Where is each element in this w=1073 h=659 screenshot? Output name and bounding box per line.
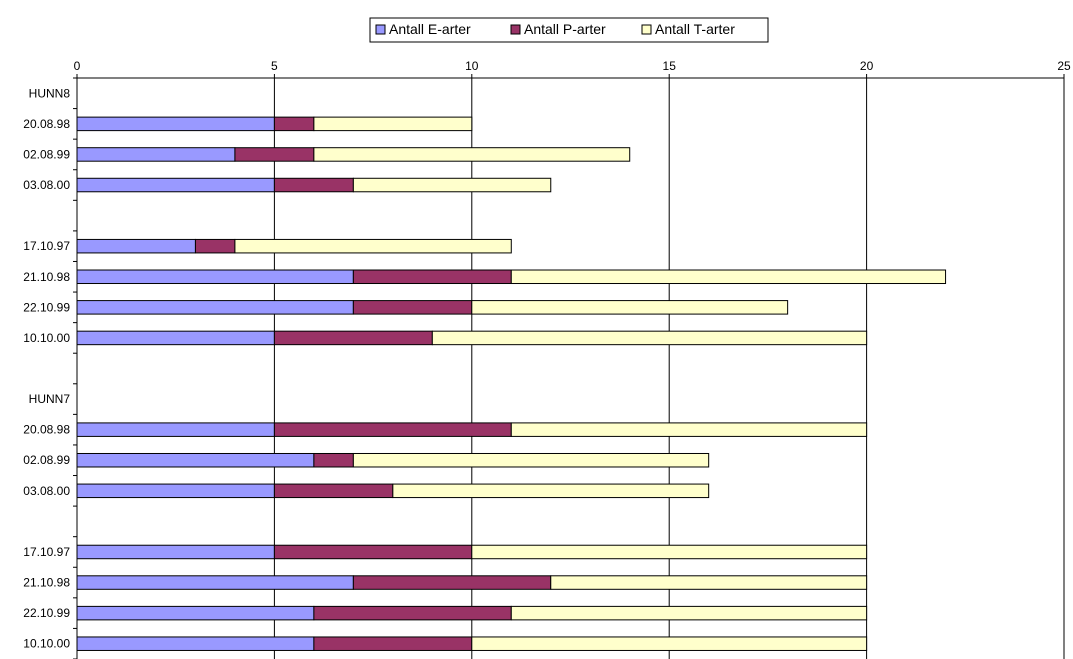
bar-segment-p	[273, 422, 512, 437]
axes	[73, 74, 1065, 659]
legend-swatch-t	[641, 24, 652, 35]
x-tick-label: 20	[860, 59, 874, 73]
bar-segment-e	[76, 452, 315, 468]
bar-segment-e	[76, 422, 275, 437]
bar-segment-p	[273, 544, 473, 560]
x-tick-label: 0	[74, 59, 81, 73]
bar-segment-t	[234, 238, 512, 254]
bar-segment-p	[273, 116, 315, 132]
x-tick-label: 25	[1057, 59, 1071, 73]
bar-segment-p	[194, 238, 236, 254]
y-category-label: 10.10.00	[23, 637, 70, 651]
bar-segment-e	[76, 575, 354, 590]
bar-segment-t	[352, 177, 552, 193]
legend-label-t: Antall T-arter	[655, 21, 735, 37]
legend: Antall E-arter Antall P-arter Antall T-a…	[369, 17, 769, 43]
bar-segment-p	[313, 452, 354, 468]
bar-segment-e	[76, 636, 315, 651]
bar-segment-t	[471, 544, 868, 560]
y-category-label: HUNN7	[29, 392, 71, 406]
legend-label-p: Antall P-arter	[524, 21, 606, 37]
y-category-label: 02.08.99	[23, 147, 70, 161]
bar-segment-t	[510, 422, 868, 437]
bar-segment-p	[313, 636, 473, 651]
y-category-label: 22.10.99	[23, 300, 70, 314]
y-category-label: HUNN8	[29, 86, 71, 100]
bar-segment-t	[392, 483, 710, 499]
y-category-label: 17.10.97	[23, 239, 70, 253]
x-tick-label: 10	[465, 59, 479, 73]
bar-segment-p	[273, 177, 354, 193]
y-category-label: 02.08.99	[23, 453, 70, 467]
bar-segment-t	[510, 269, 947, 285]
bar-segment-e	[76, 544, 275, 560]
y-category-label: 10.10.00	[23, 331, 70, 345]
bar-segment-e	[76, 300, 354, 315]
bar-segment-e	[76, 147, 236, 162]
x-tick-label: 15	[663, 59, 677, 73]
bar-segment-e	[76, 177, 275, 193]
y-category-labels: HUNN8 20.08.98 02.08.99 03.08.00 17.10.97 21.…	[23, 86, 70, 650]
legend-box	[369, 17, 769, 43]
bar-segment-t	[352, 452, 710, 468]
bar-segment-p	[273, 483, 394, 499]
y-category-label: 21.10.98	[23, 576, 70, 590]
y-category-label: 03.08.00	[23, 178, 70, 192]
y-category-label: 22.10.99	[23, 606, 70, 620]
bar-segment-t	[471, 300, 789, 315]
x-tick-label: 5	[271, 59, 278, 73]
bar-segment-t	[431, 330, 868, 346]
y-category-label: 21.10.98	[23, 270, 70, 284]
y-category-label: 17.10.97	[23, 545, 70, 559]
bar-segment-t	[550, 575, 868, 590]
bar-segment-p	[234, 147, 315, 162]
legend-swatch-p	[510, 24, 521, 35]
bar-segment-p	[352, 575, 552, 590]
bar-segment-e	[76, 269, 354, 285]
bar-segment-e	[76, 605, 315, 621]
bar-segment-p	[352, 300, 473, 315]
gridlines	[273, 78, 1065, 659]
bar-segment-p	[313, 605, 512, 621]
bar-segment-e	[76, 483, 275, 499]
y-category-label: 20.08.98	[23, 117, 70, 131]
bar-segment-t	[313, 116, 473, 132]
bar-segment-e	[76, 116, 275, 132]
y-category-label: 20.08.98	[23, 423, 70, 437]
bar-segment-t	[510, 605, 868, 621]
y-category-label: 03.08.00	[23, 484, 70, 498]
bar-segment-p	[352, 269, 512, 285]
bar-segment-t	[471, 636, 868, 651]
bar-segment-e	[76, 238, 196, 254]
legend-swatch-e	[375, 24, 386, 35]
x-tick-labels: 0 5 10 15 20 25	[74, 59, 1071, 73]
bars	[76, 116, 947, 651]
legend-label-e: Antall E-arter	[389, 21, 471, 37]
bar-segment-t	[313, 147, 631, 162]
bar-segment-p	[273, 330, 433, 346]
bar-segment-e	[76, 330, 275, 346]
